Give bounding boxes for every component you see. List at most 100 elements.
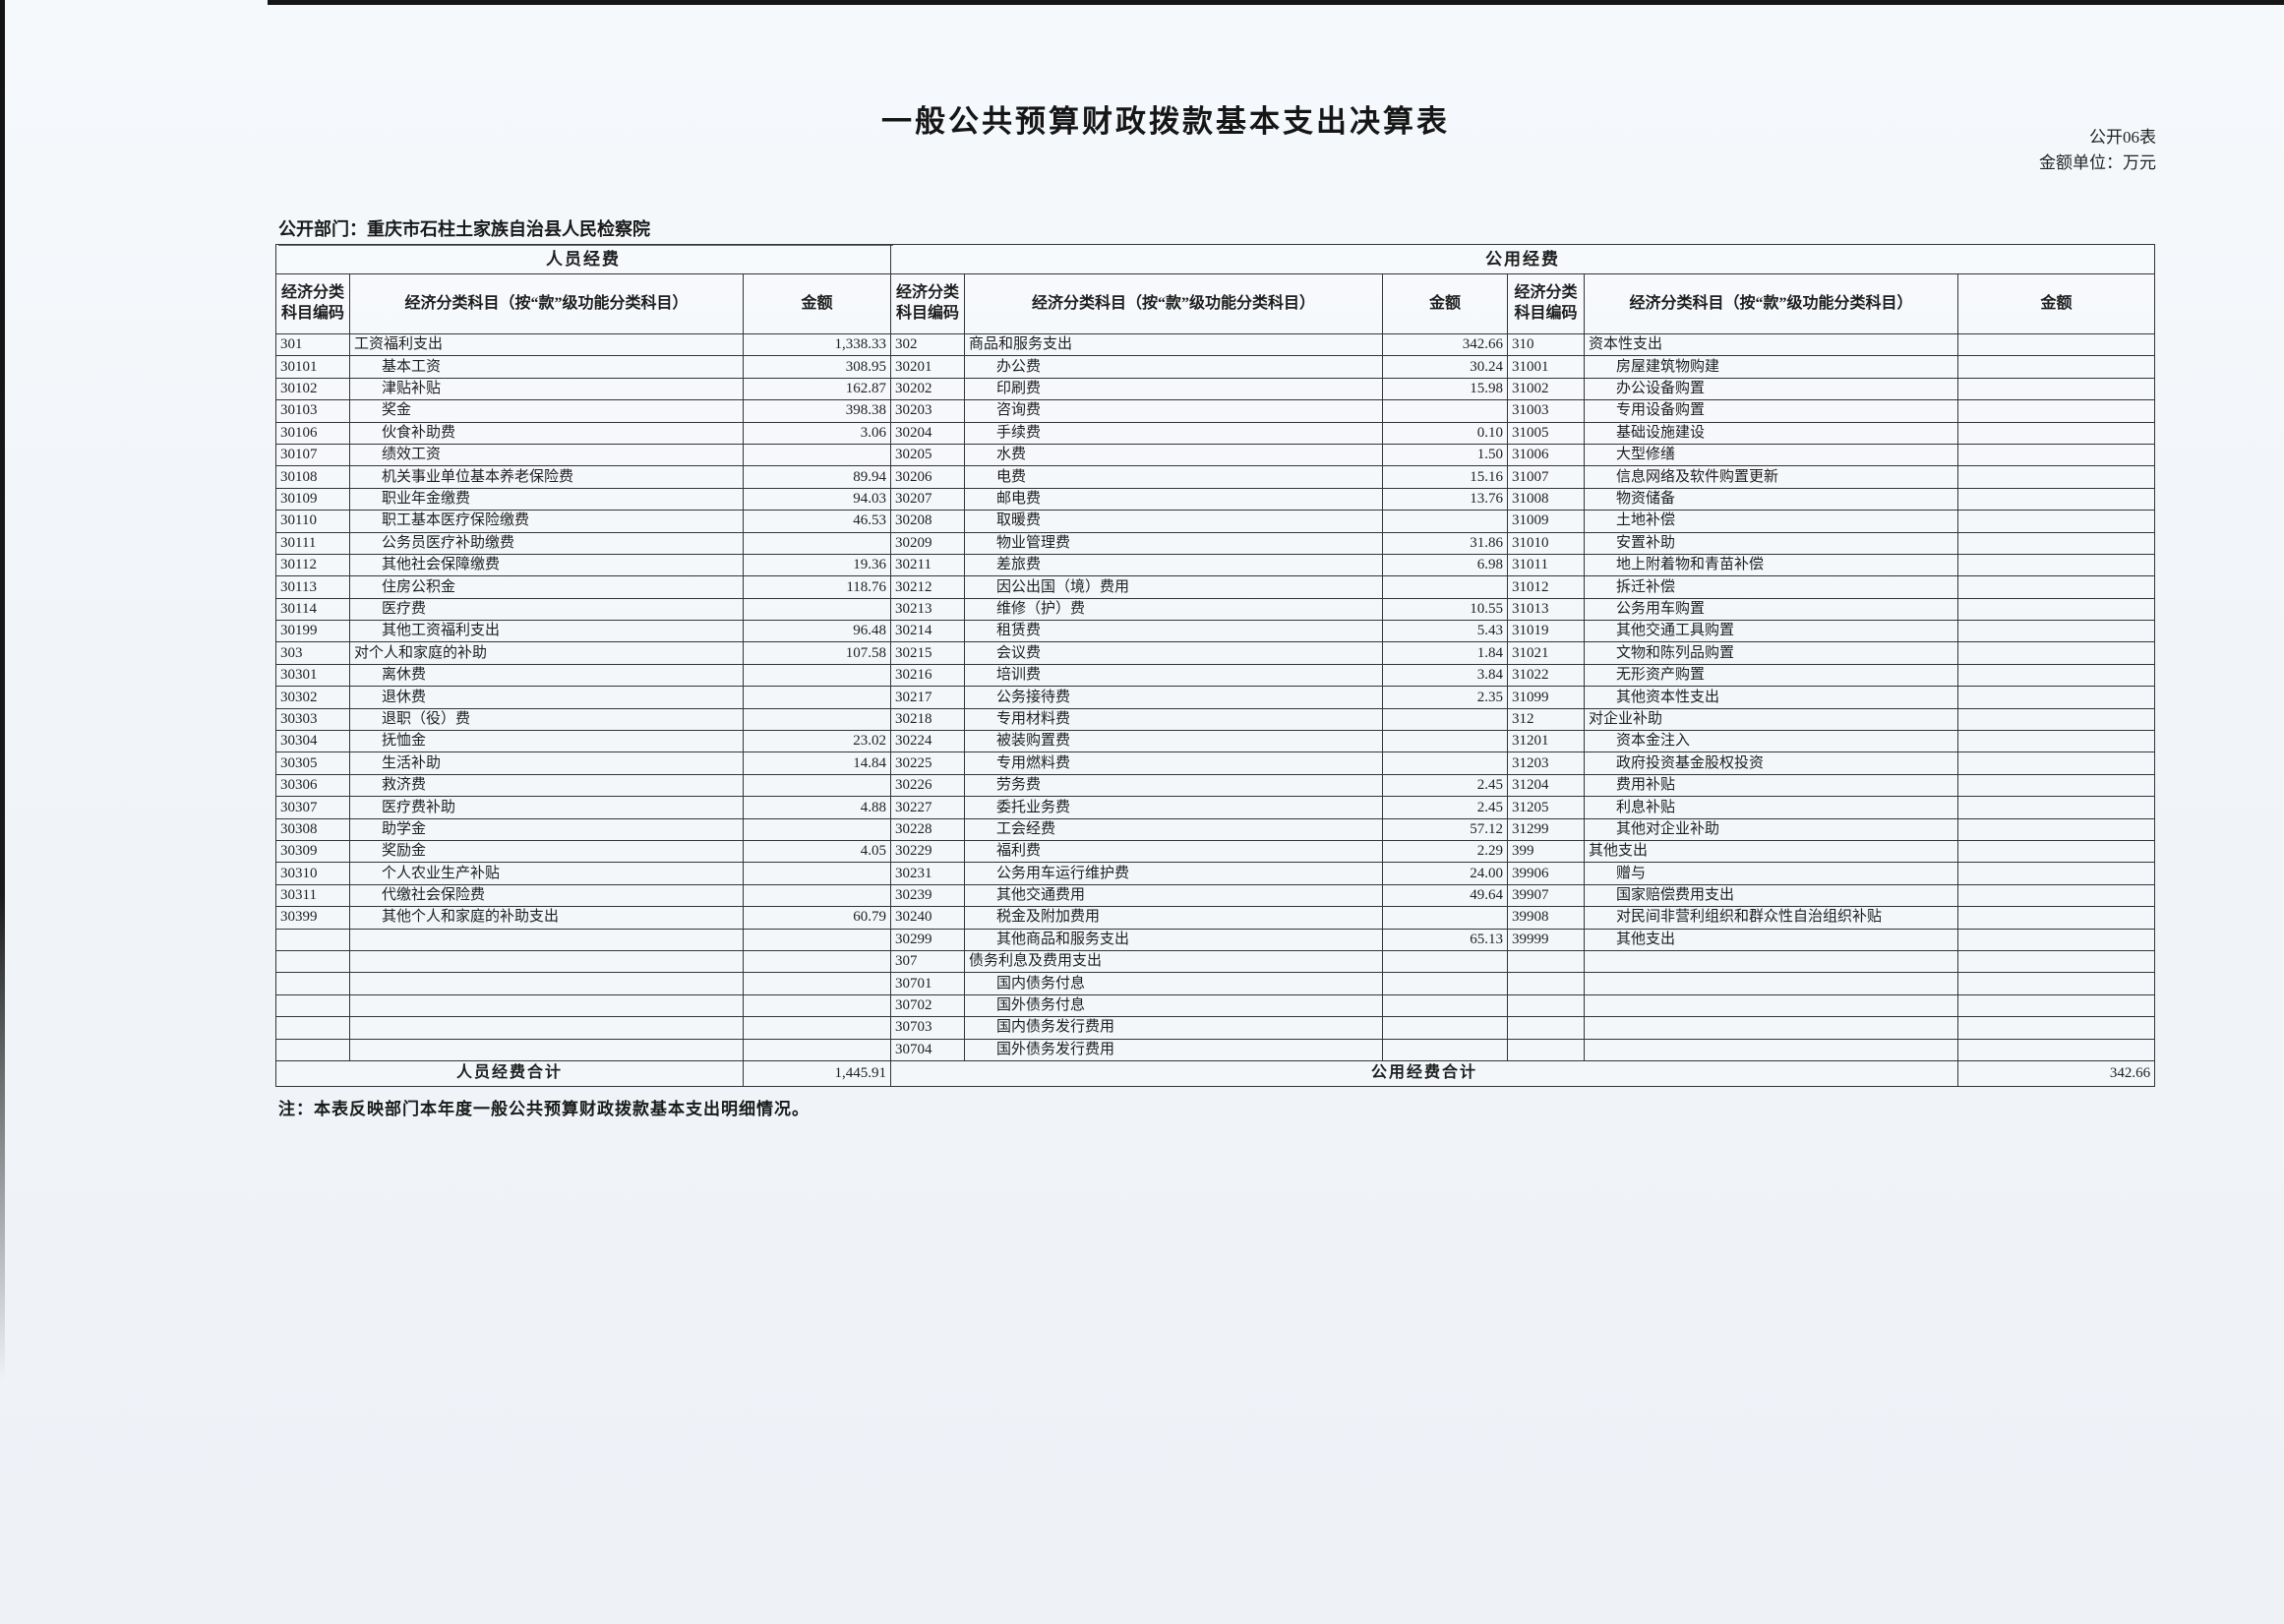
cell-amount: 49.64 bbox=[1382, 883, 1509, 908]
cell-item: 培训费 bbox=[964, 663, 1384, 688]
cell-code: 31009 bbox=[1507, 510, 1586, 533]
cell-code: 30201 bbox=[890, 355, 966, 379]
cell-item: 其他对企业补助 bbox=[1584, 817, 1959, 841]
cell-item: 土地补偿 bbox=[1584, 510, 1959, 533]
cell-code: 30113 bbox=[275, 575, 350, 599]
cell-item: 基础设施建设 bbox=[1584, 421, 1959, 445]
cell-amount: 31.86 bbox=[1382, 531, 1509, 555]
cell-code: 30203 bbox=[890, 399, 966, 423]
cell-code: 31099 bbox=[1507, 686, 1586, 709]
cell-code: 30702 bbox=[890, 993, 966, 1018]
table-row: 30110 职工基本医疗保险缴费 46.53 30208 取暖费 31009 土地补偿 bbox=[275, 510, 2156, 533]
cell-amount: 2.45 bbox=[1382, 773, 1509, 798]
cell-item: 公务员医疗补助缴费 bbox=[349, 531, 744, 555]
cell-amount bbox=[742, 817, 892, 841]
cell-code: 31022 bbox=[1507, 663, 1586, 688]
cell-amount: 2.29 bbox=[1382, 839, 1509, 864]
cell-item: 奖金 bbox=[349, 399, 744, 423]
cell-code: 30112 bbox=[275, 553, 350, 577]
cell-item: 委托业务费 bbox=[964, 796, 1384, 819]
cell-code: 30305 bbox=[275, 752, 350, 775]
table-row: 30309 奖励金 4.05 30229 福利费 2.29 399 其他支出 bbox=[275, 839, 2156, 864]
cell-item: 物业管理费 bbox=[964, 531, 1384, 555]
group-header-personnel: 人员经费 bbox=[274, 244, 892, 274]
cell-amount: 3.06 bbox=[742, 421, 892, 445]
cell-code: 39908 bbox=[1507, 906, 1586, 930]
cell-amount: 2.45 bbox=[1382, 796, 1509, 819]
cell-code: 30207 bbox=[890, 487, 966, 511]
cell-amount: 162.87 bbox=[742, 377, 892, 401]
cell-code: 31001 bbox=[1507, 355, 1586, 379]
cell-item: 其他商品和服务支出 bbox=[964, 928, 1384, 951]
cell-item: 邮电费 bbox=[964, 487, 1384, 511]
cell-amount bbox=[1957, 597, 2156, 622]
col-header-code-1: 经济分类科目编码 bbox=[275, 273, 350, 334]
cell-item: 对个人和家庭的补助 bbox=[349, 641, 744, 665]
cell-amount bbox=[1957, 1038, 2156, 1061]
cell-code: 30703 bbox=[890, 1016, 966, 1040]
col-header-code-3: 经济分类科目编码 bbox=[1507, 273, 1586, 334]
cell-code: 399 bbox=[1507, 839, 1586, 864]
cell-amount bbox=[1957, 796, 2156, 819]
cell-amount: 308.95 bbox=[742, 355, 892, 379]
cell-item: 工资福利支出 bbox=[349, 332, 744, 357]
cell-code bbox=[275, 993, 350, 1018]
cell-item: 对民间非营利组织和群众性自治组织补贴 bbox=[1584, 906, 1959, 930]
cell-amount: 10.55 bbox=[1382, 597, 1509, 622]
cell-code: 31005 bbox=[1507, 421, 1586, 445]
cell-code: 302 bbox=[890, 332, 966, 357]
cell-item: 费用补贴 bbox=[1584, 773, 1959, 798]
col-header-item-3: 经济分类科目（按“款”级功能分类科目） bbox=[1584, 273, 1959, 334]
cell-item: 公务接待费 bbox=[964, 686, 1384, 709]
cell-amount bbox=[1382, 730, 1509, 753]
cell-amount bbox=[742, 443, 892, 467]
cell-amount: 342.66 bbox=[1382, 332, 1509, 357]
cell-item: 商品和服务支出 bbox=[964, 332, 1384, 357]
cell-code: 31012 bbox=[1507, 575, 1586, 599]
cell-amount bbox=[1382, 949, 1509, 974]
cell-item: 其他交通工具购置 bbox=[1584, 620, 1959, 643]
cell-amount bbox=[1382, 972, 1509, 995]
cell-item: 其他支出 bbox=[1584, 839, 1959, 864]
cell-item: 安置补助 bbox=[1584, 531, 1959, 555]
table-note: 注：本表反映部门本年度一般公共预算财政拨款基本支出明细情况。 bbox=[278, 1100, 810, 1118]
cell-amount: 57.12 bbox=[1382, 817, 1509, 841]
cell-item: 专用设备购置 bbox=[1584, 399, 1959, 423]
cell-code: 30224 bbox=[890, 730, 966, 753]
cell-item: 赠与 bbox=[1584, 862, 1959, 885]
page-title: 一般公共预算财政拨款基本支出决算表 bbox=[881, 104, 1450, 139]
table-row: 30306 救济费 30226 劳务费 2.45 31204 费用补贴 bbox=[275, 773, 2156, 798]
cell-amount: 4.05 bbox=[742, 839, 892, 864]
table-row: 30304 抚恤金 23.02 30224 被装购置费 31201 资本金注入 bbox=[275, 730, 2156, 753]
cell-code: 39906 bbox=[1507, 862, 1586, 885]
cell-amount bbox=[742, 883, 892, 908]
scan-edge-left bbox=[0, 0, 5, 1624]
table-row: 30704 国外债务发行费用 bbox=[275, 1038, 2156, 1061]
cell-code: 31006 bbox=[1507, 443, 1586, 467]
table-row: 30103 奖金 398.38 30203 咨询费 31003 专用设备购置 bbox=[275, 399, 2156, 423]
cell-item: 资本金注入 bbox=[1584, 730, 1959, 753]
cell-amount: 13.76 bbox=[1382, 487, 1509, 511]
cell-item: 机关事业单位基本养老保险费 bbox=[349, 465, 744, 489]
cell-code: 30701 bbox=[890, 972, 966, 995]
cell-amount bbox=[1957, 817, 2156, 841]
cell-amount: 46.53 bbox=[742, 510, 892, 533]
cell-amount: 0.10 bbox=[1382, 421, 1509, 445]
cell-code: 31201 bbox=[1507, 730, 1586, 753]
cell-item: 租赁费 bbox=[964, 620, 1384, 643]
cell-item bbox=[1584, 972, 1959, 995]
cell-code: 30204 bbox=[890, 421, 966, 445]
cell-item: 公务用车运行维护费 bbox=[964, 862, 1384, 885]
cell-code: 31299 bbox=[1507, 817, 1586, 841]
cell-item: 奖励金 bbox=[349, 839, 744, 864]
cell-item bbox=[1584, 1016, 1959, 1040]
cell-amount: 60.79 bbox=[742, 906, 892, 930]
cell-item: 住房公积金 bbox=[349, 575, 744, 599]
cell-amount bbox=[742, 949, 892, 974]
cell-item: 取暖费 bbox=[964, 510, 1384, 533]
table-row: 30299 其他商品和服务支出 65.13 39999 其他支出 bbox=[275, 928, 2156, 951]
cell-item bbox=[349, 1038, 744, 1061]
cell-item: 咨询费 bbox=[964, 399, 1384, 423]
cell-amount: 65.13 bbox=[1382, 928, 1509, 951]
cell-code: 30311 bbox=[275, 883, 350, 908]
